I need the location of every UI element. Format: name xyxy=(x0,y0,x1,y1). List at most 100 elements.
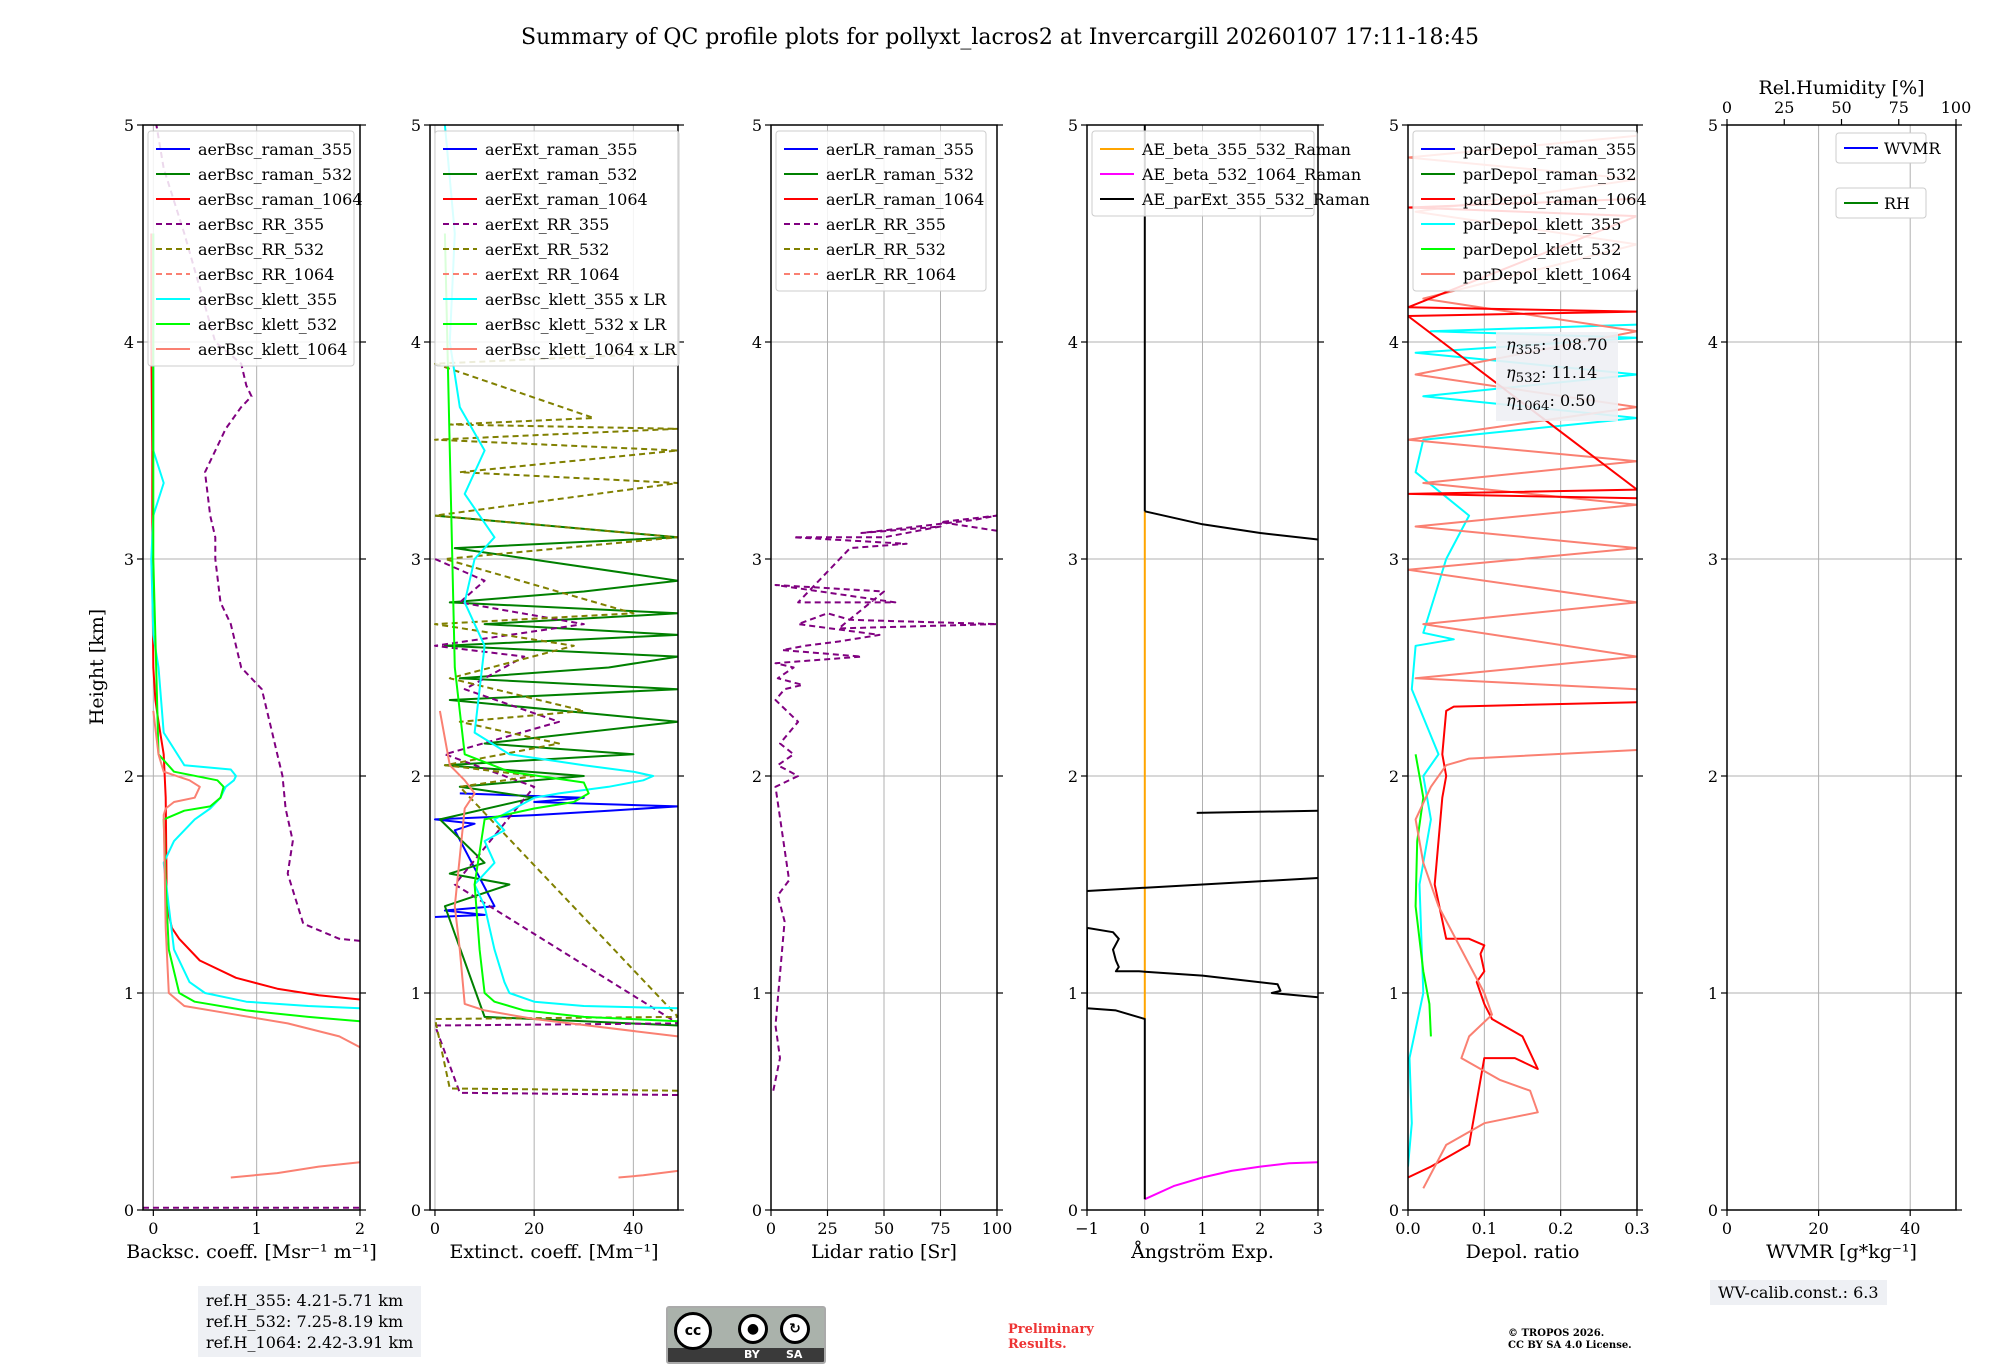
top-x-axis-label: Rel.Humidity [%] xyxy=(1758,77,1924,99)
y-tick-label: 4 xyxy=(411,333,421,352)
x-tick-label: 20 xyxy=(1808,1219,1828,1238)
x-tick-label: 0.1 xyxy=(1472,1219,1497,1238)
legend-label-aerBsc_klett_532: aerBsc_klett_532 xyxy=(198,315,337,334)
x-tick-label: −1 xyxy=(1075,1219,1099,1238)
x-tick-label: 0 xyxy=(766,1219,776,1238)
preliminary-note: Preliminary Results. xyxy=(1008,1322,1094,1352)
series-group xyxy=(1408,134,1637,1189)
y-tick-label: 1 xyxy=(1389,984,1399,1003)
series-line-AE_parExt_segment_2 xyxy=(1196,809,1318,814)
legend-label-aerLR_raman_532: aerLR_raman_532 xyxy=(826,165,974,184)
cc-license-badge: cc ● ↻ BY SA xyxy=(666,1306,826,1364)
ref-height-532: ref.H_532: 7.25-8.19 km xyxy=(206,1312,404,1331)
series-line-aerBsc_klett_355 x LR xyxy=(443,125,678,1010)
y-tick-label: 1 xyxy=(752,984,762,1003)
y-tick-label: 5 xyxy=(1708,116,1718,135)
x-axis-label: WVMR [g*kg⁻¹] xyxy=(1766,1241,1917,1263)
x-tick-label: 3 xyxy=(1313,1219,1323,1238)
legend-label-AE_beta_532_1064_Raman: AE_beta_532_1064_Raman xyxy=(1141,165,1361,184)
y-tick-label: 0 xyxy=(1389,1201,1399,1220)
eta-532: η532: 11.14 xyxy=(1506,363,1598,387)
x-tick-label: 0 xyxy=(1140,1219,1150,1238)
series-line-aerBsc_klett_532 xyxy=(152,233,360,1023)
eta-1064: η1064: 0.50 xyxy=(1506,391,1596,415)
series-line-aerBsc_klett_1064 xyxy=(152,710,360,1049)
legend-label-aerBsc_raman_355: aerBsc_raman_355 xyxy=(198,140,352,159)
y-tick-label: 3 xyxy=(1068,550,1078,569)
series-line-aerLR_RR_355 xyxy=(772,514,997,1091)
y-tick-label: 0 xyxy=(124,1201,134,1220)
legend-label-aerExt_raman_355: aerExt_raman_355 xyxy=(485,140,638,159)
x-tick-label: 0 xyxy=(430,1219,440,1238)
legend-label-aerBsc_RR_532: aerBsc_RR_532 xyxy=(198,240,324,259)
series-line-AE_parExt_segment_1 xyxy=(1087,877,1318,892)
legend-label-aerBsc_klett_355 x LR: aerBsc_klett_355 x LR xyxy=(485,290,667,309)
legend-box xyxy=(1835,187,1927,219)
x-tick-label: 40 xyxy=(623,1219,643,1238)
x-axis-label: Lidar ratio [Sr] xyxy=(811,1241,957,1263)
legend-box xyxy=(1091,130,1315,217)
legend-label-WVMR: WVMR xyxy=(1884,139,1941,158)
series-line-aerExt_RR_355 xyxy=(434,558,678,1096)
x-tick-label: 2 xyxy=(1255,1219,1265,1238)
y-tick-label: 2 xyxy=(1068,767,1078,786)
x-axis-label: Backsc. coeff. [Msr⁻¹ m⁻¹] xyxy=(126,1241,377,1263)
y-tick-label: 5 xyxy=(124,116,134,135)
legend-label-aerLR_RR_355: aerLR_RR_355 xyxy=(826,215,946,234)
series-line-aerBsc_klett_1064 x LR xyxy=(438,710,678,1038)
x-tick-label: 0 xyxy=(1722,1219,1732,1238)
series-line-aerBsc_klett_532 x LR xyxy=(443,233,678,1023)
y-axis-label: Height [km] xyxy=(86,609,108,725)
x-tick-label: 40 xyxy=(1900,1219,1920,1238)
cc-icon: cc xyxy=(674,1312,712,1350)
y-tick-label: 0 xyxy=(1068,1201,1078,1220)
legend-label-aerExt_raman_532: aerExt_raman_532 xyxy=(485,165,638,184)
y-tick-label: 2 xyxy=(411,767,421,786)
x-tick-label: 0 xyxy=(148,1219,158,1238)
y-tick-label: 4 xyxy=(1708,333,1718,352)
legend-label-aerExt_raman_1064: aerExt_raman_1064 xyxy=(485,190,648,209)
series-group xyxy=(143,125,360,1209)
legend-label-parDepol_raman_355: parDepol_raman_355 xyxy=(1463,140,1636,159)
y-tick-label: 1 xyxy=(1068,984,1078,1003)
y-tick-label: 2 xyxy=(1389,767,1399,786)
legend-label-aerLR_RR_1064: aerLR_RR_1064 xyxy=(826,265,956,284)
series-line-aerBsc_klett_1064_low xyxy=(230,1161,360,1179)
top-x-tick-label: 75 xyxy=(1889,98,1909,117)
panel-depol: 0.0 0.1 0.2 0.3 0 1 2 3 4 5 Depol. ratio parDepol_r… xyxy=(1389,116,1650,1263)
legend-label-aerBsc_klett_532 x LR: aerBsc_klett_532 x LR xyxy=(485,315,667,334)
by-label: BY xyxy=(744,1348,760,1361)
legend-label-parDepol_raman_1064: parDepol_raman_1064 xyxy=(1463,190,1647,209)
legend-label-aerBsc_klett_1064: aerBsc_klett_1064 xyxy=(198,340,347,359)
series-line-aerBsc_klett_1064 x LR_low xyxy=(618,1169,678,1179)
legend-label-aerExt_RR_1064: aerExt_RR_1064 xyxy=(485,265,620,284)
legend-label-aerLR_RR_532: aerLR_RR_532 xyxy=(826,240,946,259)
figure-title: Summary of QC profile plots for pollyxt_… xyxy=(521,25,1479,50)
y-tick-label: 4 xyxy=(124,333,134,352)
legend-label-RH: RH xyxy=(1884,194,1910,213)
top-x-tick-label: 100 xyxy=(1941,98,1972,117)
series-line-AE_parExt_355_532_Raman xyxy=(1087,926,1318,1200)
copyright-note: © TROPOS 2026. CC BY SA 4.0 License. xyxy=(1508,1328,1632,1351)
y-tick-label: 5 xyxy=(411,116,421,135)
x-tick-label: 50 xyxy=(874,1219,894,1238)
legend-box xyxy=(434,130,680,367)
y-tick-label: 3 xyxy=(124,550,134,569)
y-tick-label: 1 xyxy=(1708,984,1718,1003)
y-tick-label: 2 xyxy=(1708,767,1718,786)
x-tick-label: 20 xyxy=(524,1219,544,1238)
series-line-parDepol_klett_1064 xyxy=(1414,749,1637,1189)
y-tick-label: 3 xyxy=(411,550,421,569)
top-x-tick-label: 25 xyxy=(1774,98,1794,117)
x-tick-label: 25 xyxy=(817,1219,837,1238)
legend-box xyxy=(147,130,355,367)
y-tick-label: 2 xyxy=(752,767,762,786)
panel-lidar_ratio: 0 25 50 75 100 0 1 2 3 4 5 Lidar ratio [Sr] aerLR_ra… xyxy=(752,116,1012,1263)
series-line-aerExt_RR_532 xyxy=(434,351,678,1092)
legend-box xyxy=(775,130,987,292)
y-tick-label: 4 xyxy=(1068,333,1078,352)
y-tick-label: 5 xyxy=(1389,116,1399,135)
